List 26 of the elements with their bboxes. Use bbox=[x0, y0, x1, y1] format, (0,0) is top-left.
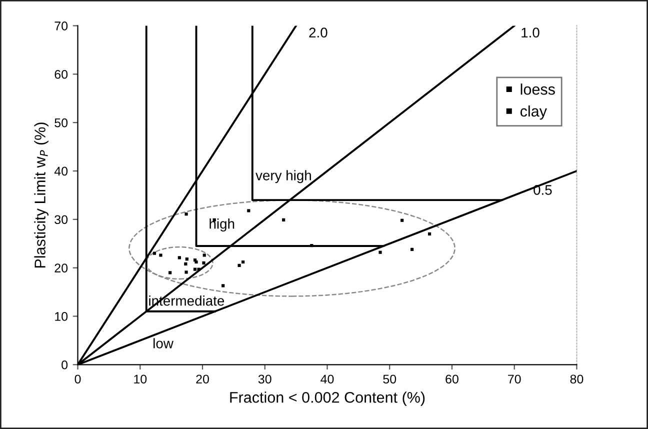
x-tick-label: 50 bbox=[383, 374, 396, 384]
annotation: high bbox=[210, 218, 234, 232]
y-tick-label: 20 bbox=[54, 264, 68, 272]
x-tick-label: 20 bbox=[196, 374, 209, 384]
x-tick-label: 30 bbox=[258, 374, 272, 384]
x-axis-title: Fraction < 0.002 Content (%) bbox=[230, 392, 425, 406]
y-tick-label: 10 bbox=[55, 312, 68, 321]
annotation: 1.0 bbox=[522, 28, 540, 38]
x-tick-label: 0 bbox=[74, 374, 81, 384]
x-tick-label: 10 bbox=[134, 374, 147, 384]
x-tick-label: 80 bbox=[570, 374, 584, 384]
y-tick-label: 50 bbox=[54, 118, 68, 128]
legend-label: loess bbox=[520, 84, 555, 95]
annotation: very high bbox=[256, 170, 311, 184]
annotation: low bbox=[154, 338, 174, 348]
x-tick-label: 40 bbox=[320, 374, 334, 384]
y-tick-label: 30 bbox=[54, 215, 68, 224]
y-tick-label: 70 bbox=[54, 22, 68, 30]
annotation: 2.0 bbox=[309, 28, 328, 38]
y-tick-label: 60 bbox=[54, 70, 68, 79]
y-axis-title: Plasticity Limit w$_{P}$ (%) bbox=[34, 122, 48, 268]
legend-label: clay bbox=[520, 105, 547, 120]
x-tick-label: 60 bbox=[446, 374, 458, 384]
y-tick-label: 0 bbox=[62, 360, 68, 370]
y-tick-label: 40 bbox=[54, 166, 68, 176]
x-tick-label: 70 bbox=[508, 374, 521, 384]
